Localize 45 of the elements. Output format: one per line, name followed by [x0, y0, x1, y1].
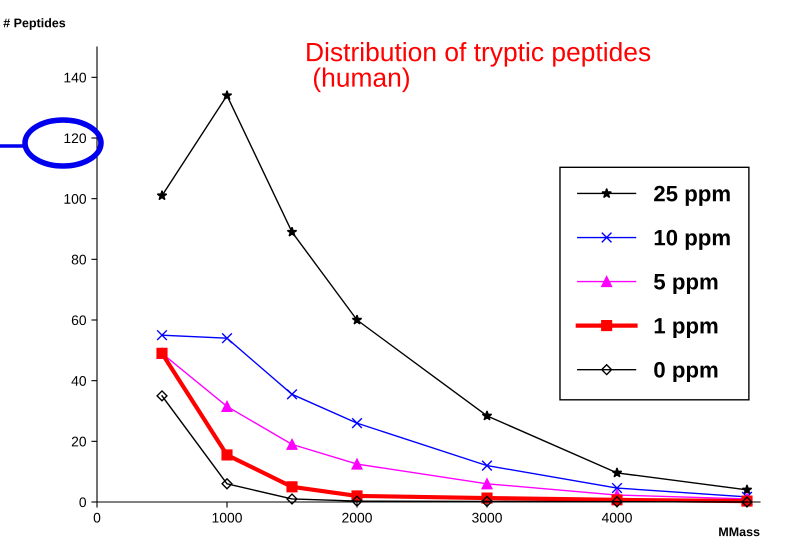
- y-tick-label: 140: [64, 72, 86, 83]
- x-tick-label: 0: [94, 512, 100, 523]
- point: [481, 460, 493, 472]
- point: [482, 410, 492, 420]
- point: [351, 458, 363, 470]
- point: [286, 388, 298, 400]
- x-tick-label: 3000: [472, 512, 502, 523]
- point: [286, 481, 298, 492]
- y-tick-label: 120: [64, 133, 86, 144]
- y-tick-label: 20: [72, 436, 86, 447]
- legend-label: 25 ppm: [654, 186, 730, 206]
- point: [351, 495, 363, 507]
- point: [611, 482, 623, 494]
- point: [351, 418, 363, 429]
- point: [222, 90, 232, 100]
- point: [156, 330, 168, 341]
- x-tick-label: 1000: [212, 512, 242, 523]
- x-tick-label: 2000: [342, 512, 372, 523]
- point: [221, 332, 233, 344]
- y-tick-label: 60: [72, 315, 86, 326]
- point: [221, 449, 233, 461]
- point: [481, 496, 493, 507]
- legend-label: 10 ppm: [654, 230, 730, 250]
- point: [221, 400, 233, 412]
- y-axis-title: # Peptides: [3, 18, 66, 30]
- x-axis-title: MMass: [719, 527, 760, 536]
- y-tick-label: 40: [71, 376, 86, 386]
- y-tick-label: 80: [72, 254, 86, 265]
- point: [221, 478, 233, 490]
- point: [286, 493, 298, 505]
- legend-label: 1 ppm: [654, 318, 718, 338]
- legend-label: 0 ppm: [654, 362, 718, 382]
- legend-label: 5 ppm: [654, 274, 718, 294]
- point: [156, 390, 168, 402]
- point: [286, 226, 298, 237]
- x-tick-label: 4000: [602, 512, 632, 523]
- point: [742, 484, 752, 494]
- y-tick-label: 0: [79, 497, 86, 508]
- point: [481, 478, 493, 490]
- y-tick-label: 100: [64, 194, 86, 204]
- point: [352, 314, 362, 325]
- chart-title: Distribution of tryptic peptides (human): [307, 42, 650, 92]
- point: [156, 190, 168, 200]
- point: [612, 467, 622, 478]
- point: [286, 438, 298, 450]
